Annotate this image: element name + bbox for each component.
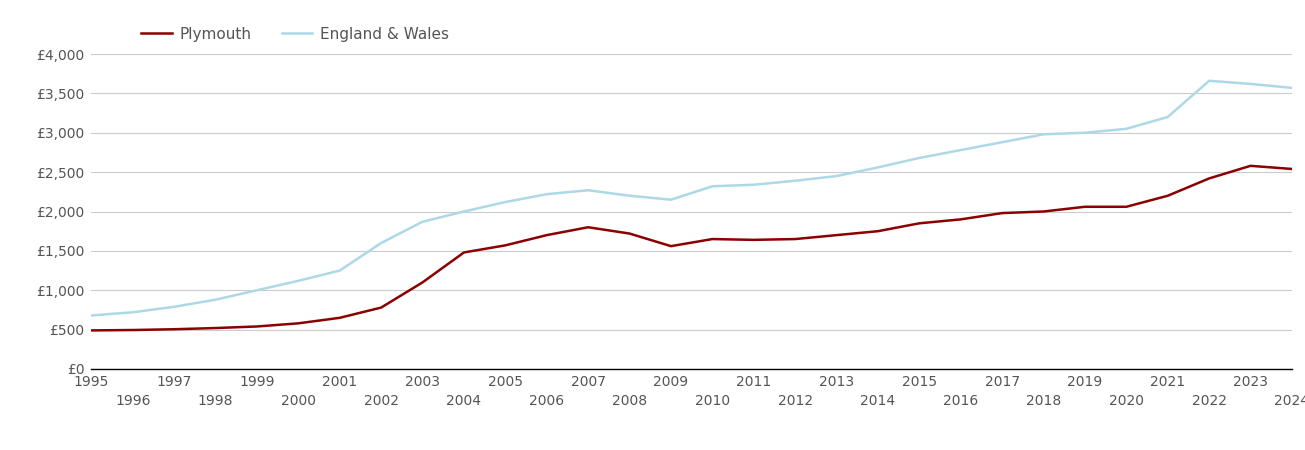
England & Wales (581, 188, 596, 193)
England & Wales (1160, 114, 1176, 120)
Plymouth (415, 279, 431, 285)
Plymouth (1202, 176, 1218, 181)
Plymouth (291, 320, 307, 326)
Plymouth (829, 232, 844, 238)
Plymouth (166, 327, 181, 332)
Plymouth (746, 237, 762, 243)
Plymouth (994, 210, 1010, 216)
England & Wales (125, 310, 141, 315)
England & Wales (829, 173, 844, 179)
Line: England & Wales: England & Wales (91, 81, 1292, 315)
Plymouth (249, 324, 265, 329)
England & Wales (1202, 78, 1218, 84)
England & Wales (457, 209, 472, 214)
England & Wales (166, 304, 181, 310)
England & Wales (911, 155, 927, 161)
Line: Plymouth: Plymouth (91, 166, 1292, 330)
England & Wales (994, 140, 1010, 145)
England & Wales (84, 313, 99, 318)
Plymouth (663, 243, 679, 249)
England & Wales (497, 199, 513, 205)
England & Wales (1036, 131, 1052, 137)
England & Wales (787, 178, 803, 184)
Plymouth (621, 231, 637, 236)
England & Wales (249, 288, 265, 293)
England & Wales (746, 182, 762, 187)
England & Wales (331, 268, 347, 273)
Legend: Plymouth, England & Wales: Plymouth, England & Wales (134, 21, 455, 48)
Plymouth (84, 328, 99, 333)
Plymouth (911, 220, 927, 226)
Plymouth (331, 315, 347, 320)
Plymouth (1118, 204, 1134, 209)
England & Wales (705, 184, 720, 189)
England & Wales (291, 278, 307, 284)
Plymouth (207, 325, 223, 331)
England & Wales (415, 219, 431, 225)
Plymouth (373, 305, 389, 310)
Plymouth (870, 229, 886, 234)
England & Wales (373, 240, 389, 246)
England & Wales (621, 193, 637, 198)
Plymouth (1160, 193, 1176, 198)
Plymouth (787, 236, 803, 242)
England & Wales (539, 192, 555, 197)
Plymouth (125, 327, 141, 333)
Plymouth (1242, 163, 1258, 168)
England & Wales (1242, 81, 1258, 86)
England & Wales (207, 297, 223, 302)
Plymouth (705, 236, 720, 242)
Plymouth (1284, 166, 1300, 171)
Plymouth (953, 216, 968, 222)
England & Wales (870, 165, 886, 170)
England & Wales (1118, 126, 1134, 131)
England & Wales (953, 147, 968, 153)
Plymouth (457, 250, 472, 255)
Plymouth (581, 225, 596, 230)
Plymouth (1077, 204, 1092, 209)
Plymouth (1036, 209, 1052, 214)
Plymouth (497, 243, 513, 248)
Plymouth (539, 232, 555, 238)
England & Wales (1077, 130, 1092, 135)
England & Wales (663, 197, 679, 202)
England & Wales (1284, 85, 1300, 90)
